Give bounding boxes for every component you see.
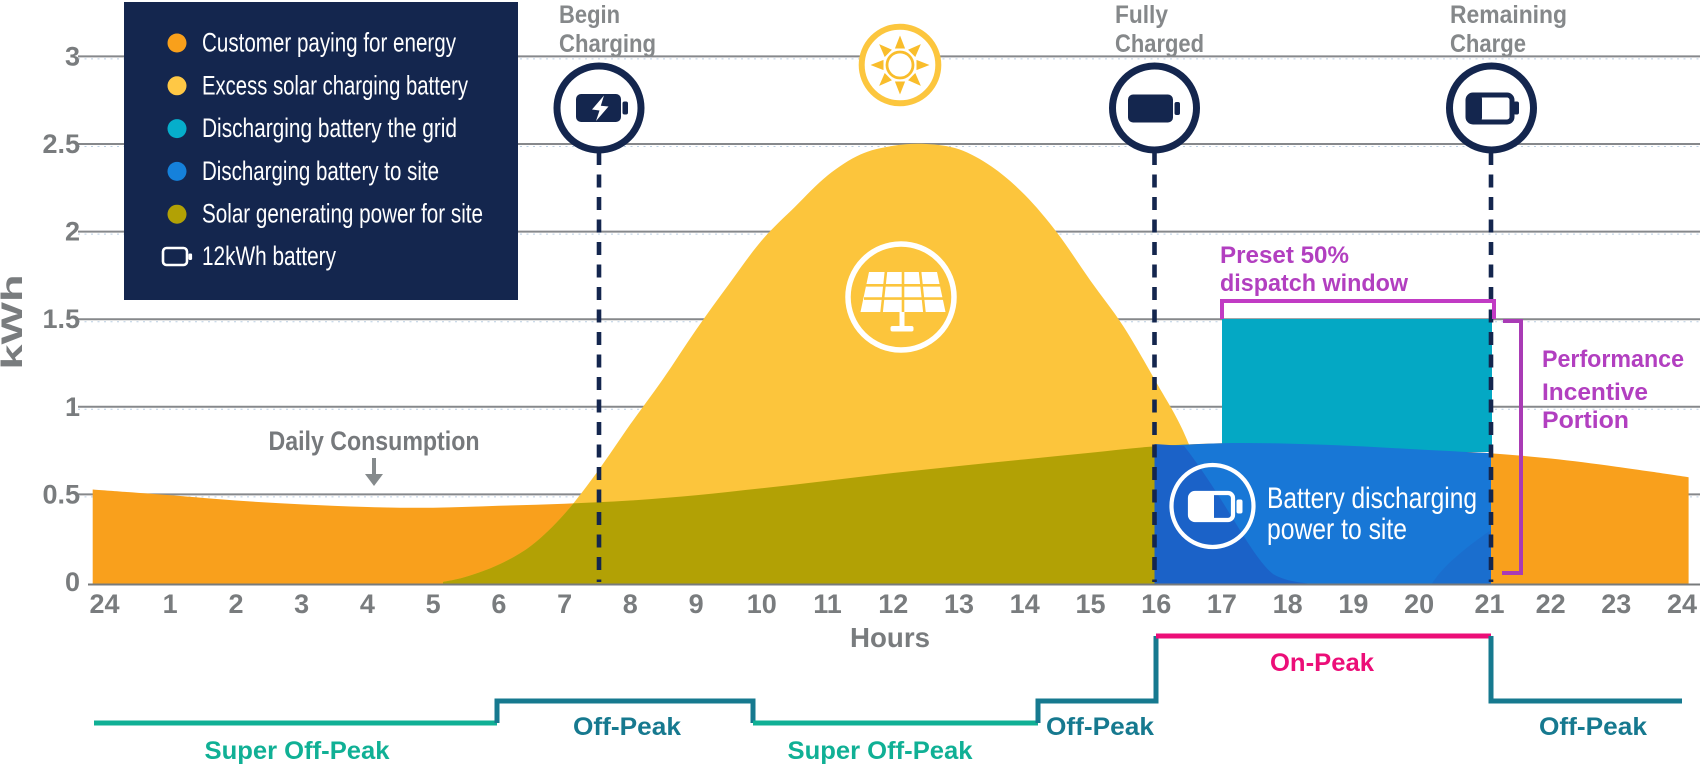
svg-text:11: 11 <box>813 589 842 619</box>
svg-text:dispatch window: dispatch window <box>1220 270 1408 297</box>
svg-text:2: 2 <box>65 217 80 247</box>
svg-text:Fully: Fully <box>1115 1 1168 29</box>
svg-text:10: 10 <box>747 589 777 619</box>
svg-text:Daily Consumption: Daily Consumption <box>269 426 480 456</box>
svg-text:23: 23 <box>1601 589 1631 619</box>
svg-text:Excess solar charging battery: Excess solar charging battery <box>202 70 468 100</box>
svg-text:13: 13 <box>944 589 974 619</box>
svg-text:12: 12 <box>878 589 908 619</box>
svg-text:3: 3 <box>65 41 80 71</box>
svg-text:Battery discharging: Battery discharging <box>1267 482 1477 515</box>
svg-text:14: 14 <box>1010 589 1040 619</box>
svg-text:Discharging battery to site: Discharging battery to site <box>202 156 439 186</box>
svg-text:1: 1 <box>65 392 80 422</box>
svg-text:Super Off-Peak: Super Off-Peak <box>788 737 973 765</box>
svg-text:Charge: Charge <box>1450 30 1526 58</box>
svg-text:12kWh battery: 12kWh battery <box>202 241 336 271</box>
svg-text:2: 2 <box>228 589 243 619</box>
svg-text:5: 5 <box>426 589 441 619</box>
svg-text:15: 15 <box>1075 589 1105 619</box>
svg-text:8: 8 <box>623 589 638 619</box>
svg-text:3: 3 <box>294 589 309 619</box>
svg-text:24: 24 <box>89 589 119 619</box>
svg-text:7: 7 <box>557 589 572 619</box>
svg-text:Discharging battery the grid: Discharging battery the grid <box>202 113 457 143</box>
svg-text:Off-Peak: Off-Peak <box>1046 713 1154 741</box>
svg-text:22: 22 <box>1536 589 1566 619</box>
svg-text:kWh: kWh <box>0 275 29 370</box>
svg-text:Charging: Charging <box>559 30 656 58</box>
svg-text:Customer paying for energy: Customer paying for energy <box>202 28 456 58</box>
svg-text:16: 16 <box>1141 589 1171 619</box>
svg-text:Hours: Hours <box>850 622 930 653</box>
svg-text:0.5: 0.5 <box>42 479 80 509</box>
svg-text:power to site: power to site <box>1267 513 1407 546</box>
svg-text:Solar generating power for sit: Solar generating power for site <box>202 199 483 229</box>
svg-text:Portion: Portion <box>1542 407 1629 434</box>
svg-text:4: 4 <box>360 589 375 619</box>
svg-text:6: 6 <box>491 589 506 619</box>
svg-text:Begin: Begin <box>559 1 620 29</box>
svg-text:Incentive: Incentive <box>1542 379 1648 406</box>
svg-text:Super Off-Peak: Super Off-Peak <box>205 737 390 765</box>
svg-text:19: 19 <box>1338 589 1368 619</box>
svg-text:Preset 50%: Preset 50% <box>1220 242 1349 269</box>
svg-text:1: 1 <box>163 589 178 619</box>
svg-text:0: 0 <box>65 567 80 597</box>
svg-text:1.5: 1.5 <box>42 304 80 334</box>
svg-text:Charged: Charged <box>1115 30 1204 58</box>
svg-text:21: 21 <box>1474 589 1504 619</box>
svg-text:20: 20 <box>1404 589 1434 619</box>
svg-text:2.5: 2.5 <box>42 129 80 159</box>
svg-text:24: 24 <box>1667 589 1697 619</box>
svg-text:Remaining: Remaining <box>1450 1 1567 29</box>
svg-text:Off-Peak: Off-Peak <box>573 713 681 741</box>
svg-text:9: 9 <box>689 589 704 619</box>
svg-text:18: 18 <box>1273 589 1303 619</box>
svg-text:Performance: Performance <box>1542 346 1684 373</box>
svg-text:Off-Peak: Off-Peak <box>1539 713 1647 741</box>
svg-text:17: 17 <box>1207 589 1237 619</box>
svg-text:On-Peak: On-Peak <box>1270 649 1374 677</box>
